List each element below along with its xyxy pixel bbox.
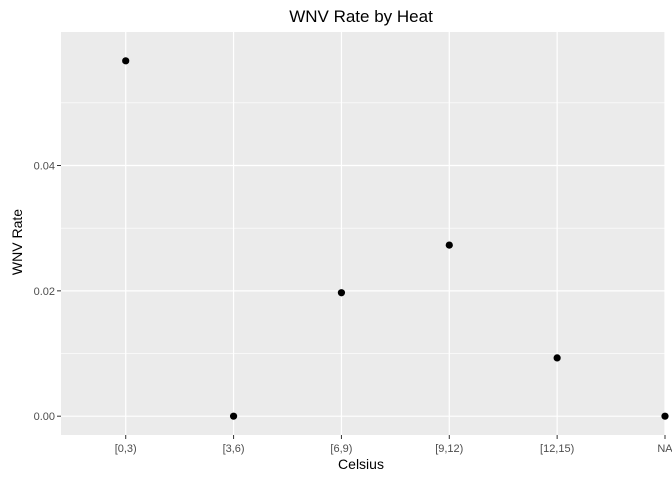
x-tick-label: [6,9) <box>330 443 352 455</box>
x-axis: [0,3) [3,6) [6,9) [9,12) [12,15) NA <box>115 435 672 455</box>
minor-gridlines <box>61 102 665 354</box>
x-tick-label: NA <box>657 443 672 455</box>
data-point <box>553 354 561 362</box>
y-axis: 0.00 0.02 0.04 <box>34 160 61 423</box>
chart-title: WNV Rate by Heat <box>289 7 433 26</box>
x-tick-label: [3,6) <box>223 443 245 455</box>
plot-panel <box>61 32 665 435</box>
major-gridlines <box>61 32 666 435</box>
data-point <box>122 57 130 65</box>
data-point <box>229 412 238 420</box>
data-points <box>122 57 669 420</box>
y-axis-title: WNV Rate <box>9 209 25 275</box>
data-point <box>445 241 453 249</box>
data-point <box>337 289 346 297</box>
data-point <box>661 412 669 420</box>
y-tick-label: 0.00 <box>34 411 55 423</box>
y-tick-label: 0.02 <box>34 286 55 298</box>
x-tick-label: [9,12) <box>435 443 463 455</box>
x-axis-title: Celsius <box>338 456 384 472</box>
x-tick-label: [0,3) <box>115 443 137 455</box>
y-tick-label: 0.04 <box>34 160 55 172</box>
x-tick-label: [12,15) <box>540 443 574 455</box>
